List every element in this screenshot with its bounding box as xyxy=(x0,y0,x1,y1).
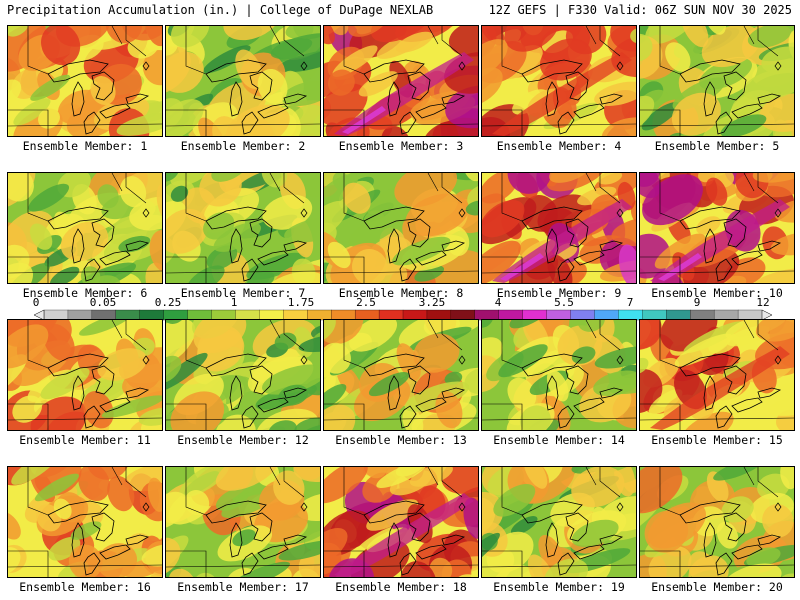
ensemble-member-label: Ensemble Member: 10 xyxy=(651,286,783,300)
colorbar-tick-label: 9 xyxy=(693,296,701,309)
ensemble-panel xyxy=(165,25,321,137)
ensemble-panel xyxy=(481,466,637,578)
precip-map xyxy=(482,173,636,283)
ensemble-member-label: Ensemble Member: 2 xyxy=(180,139,306,153)
ensemble-member-label: Ensemble Member: 13 xyxy=(335,433,467,447)
precip-map xyxy=(166,320,320,430)
ensemble-member-label: Ensemble Member: 5 xyxy=(654,139,780,153)
ensemble-member-label: Ensemble Member: 8 xyxy=(338,286,464,300)
ensemble-member-label: Ensemble Member: 6 xyxy=(22,286,148,300)
ensemble-panel xyxy=(165,466,321,578)
colorbar-tick-label: 4 xyxy=(494,296,502,309)
precip-map xyxy=(324,320,478,430)
precip-map xyxy=(166,173,320,283)
precip-map xyxy=(166,467,320,577)
ensemble-panel xyxy=(323,319,479,431)
ensemble-panel xyxy=(165,319,321,431)
ensemble-panel xyxy=(323,172,479,284)
ensemble-member-label: Ensemble Member: 19 xyxy=(493,580,625,594)
product-title: Precipitation Accumulation (in.) | Colle… xyxy=(7,3,434,17)
ensemble-panel xyxy=(481,319,637,431)
colorbar-tick-label: 7 xyxy=(626,296,634,309)
ensemble-member-label: Ensemble Member: 1 xyxy=(22,139,148,153)
colorbar-tick-label: 5.5 xyxy=(554,296,574,309)
ensemble-member-label: Ensemble Member: 14 xyxy=(493,433,625,447)
ensemble-member-label: Ensemble Member: 16 xyxy=(19,580,151,594)
ensemble-member-label: Ensemble Member: 7 xyxy=(180,286,306,300)
precip-map xyxy=(640,467,794,577)
ensemble-panel xyxy=(639,172,795,284)
ensemble-member-label: Ensemble Member: 9 xyxy=(496,286,622,300)
precip-map xyxy=(482,467,636,577)
ensemble-member-label: Ensemble Member: 17 xyxy=(177,580,309,594)
ensemble-panel xyxy=(323,466,479,578)
ensemble-panel xyxy=(7,25,163,137)
precip-map xyxy=(8,320,162,430)
ensemble-panel xyxy=(7,319,163,431)
ensemble-panel xyxy=(165,172,321,284)
precip-map xyxy=(166,26,320,136)
precip-map xyxy=(324,26,478,136)
precip-map xyxy=(482,320,636,430)
run-valid-time: 12Z GEFS | F330 Valid: 06Z SUN NOV 30 20… xyxy=(488,3,792,17)
precip-map xyxy=(8,26,162,136)
precip-map xyxy=(640,173,794,283)
precip-map xyxy=(8,173,162,283)
ensemble-member-label: Ensemble Member: 4 xyxy=(496,139,622,153)
colorbar-tick-label: 0 xyxy=(32,296,40,309)
colorbar-tick-label: 1 xyxy=(230,296,238,309)
ensemble-panel xyxy=(639,25,795,137)
ensemble-member-label: Ensemble Member: 3 xyxy=(338,139,464,153)
colorbar xyxy=(34,309,772,321)
precip-map xyxy=(640,320,794,430)
precip-map xyxy=(8,467,162,577)
ensemble-member-label: Ensemble Member: 15 xyxy=(651,433,783,447)
ensemble-member-label: Ensemble Member: 12 xyxy=(177,433,309,447)
ensemble-panel xyxy=(323,25,479,137)
precip-map xyxy=(324,467,478,577)
colorbar-tick-label: 2.5 xyxy=(356,296,376,309)
precip-map xyxy=(482,26,636,136)
ensemble-panel xyxy=(7,466,163,578)
ensemble-panel xyxy=(639,319,795,431)
ensemble-member-label: Ensemble Member: 18 xyxy=(335,580,467,594)
colorbar-tick-label: 12 xyxy=(756,296,770,309)
colorbar-tick-label: 1.75 xyxy=(287,296,315,309)
precip-map xyxy=(324,173,478,283)
ensemble-panel xyxy=(7,172,163,284)
precip-map xyxy=(640,26,794,136)
ensemble-panel xyxy=(481,25,637,137)
ensemble-panel xyxy=(481,172,637,284)
ensemble-member-label: Ensemble Member: 20 xyxy=(651,580,783,594)
ensemble-panel xyxy=(639,466,795,578)
colorbar-tick-label: 0.05 xyxy=(89,296,117,309)
ensemble-member-label: Ensemble Member: 11 xyxy=(19,433,151,447)
colorbar-min-arrow xyxy=(34,309,45,321)
colorbar-tick-label: 3.25 xyxy=(418,296,446,309)
colorbar-tick-label: 0.25 xyxy=(154,296,182,309)
colorbar-max-arrow xyxy=(761,309,772,321)
